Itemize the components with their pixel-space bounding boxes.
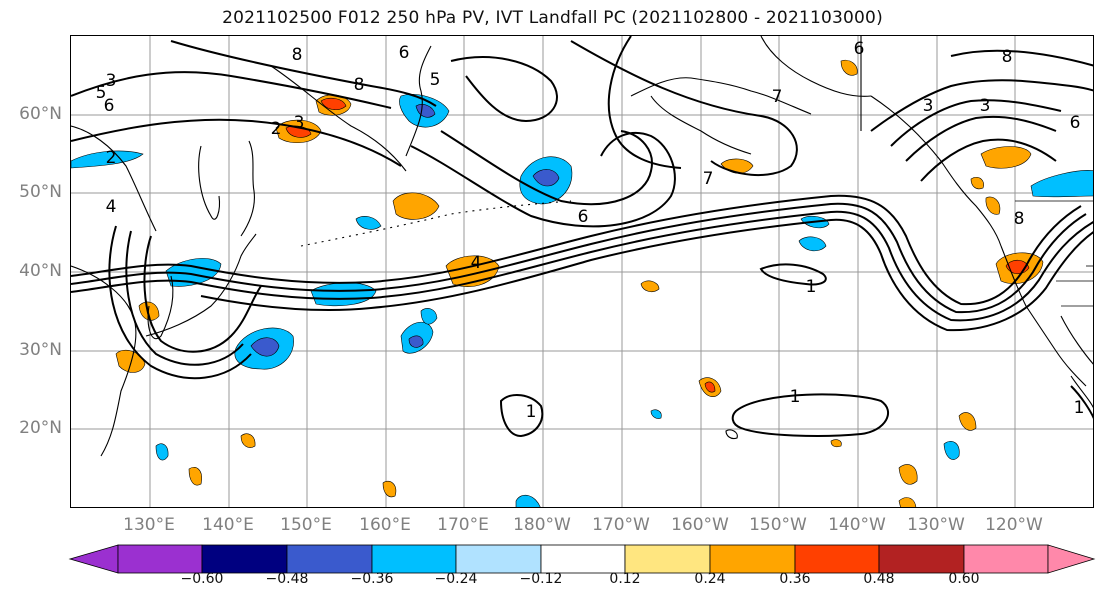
contour-label: 1 (790, 387, 801, 407)
lat-label-40n: 40°N (19, 261, 62, 281)
contour-label: 1 (1074, 398, 1085, 418)
colorbar-segment (371, 544, 457, 574)
colorbar-tick-label: 0.24 (694, 571, 726, 587)
contour-label: 3 (294, 113, 305, 133)
colorbar-tick-label: 0.48 (863, 571, 895, 587)
lon-label-150e: 150°E (280, 515, 332, 535)
colorbar-segment (878, 544, 965, 574)
lon-label-140e: 140°E (202, 515, 254, 535)
contour-label: 7 (772, 87, 783, 107)
lon-label-160w: 160°W (671, 515, 729, 535)
contour-label-group: 3 5 6 8 6 5 6 7 8 2 3 2 4 4 1 1 1 7 6 8 … (96, 39, 1085, 422)
contour-label: 6 (854, 39, 865, 59)
contour-label: 7 (703, 169, 714, 189)
lat-label-20n: 20°N (19, 418, 62, 438)
contour-label: 5 (96, 83, 107, 103)
map-title: 2021102500 F012 250 hPa PV, IVT Landfall… (222, 8, 883, 28)
contour-label: 3 (106, 71, 117, 91)
lon-label-150w: 150°W (749, 515, 807, 535)
colorbar-tick-label: −0.48 (265, 571, 309, 587)
graticule (71, 36, 1093, 507)
colorbar-high-extend (1047, 544, 1096, 574)
colorbar-tick-label: −0.24 (434, 571, 478, 587)
colorbar-segment (709, 544, 796, 574)
contour-label: 6 (104, 96, 115, 116)
lon-label-170e: 170°E (437, 515, 489, 535)
contour-label: 8 (1014, 209, 1025, 229)
colorbar-segment (117, 544, 203, 574)
colorbar-tick-label: −0.12 (519, 571, 563, 587)
contour-label: 8 (292, 45, 303, 65)
lon-label-130w: 130°W (907, 515, 965, 535)
colorbar-segment (624, 544, 711, 574)
colorbar-low-extend (68, 544, 119, 574)
contour-label: 3 (980, 96, 991, 116)
contour-label: 1 (806, 277, 817, 297)
lat-label-60n: 60°N (19, 104, 62, 124)
colorbar-segment (455, 544, 542, 574)
colorbar-segment (286, 544, 373, 574)
contour-label: 4 (471, 253, 482, 273)
lon-label-170w: 170°W (592, 515, 650, 535)
coastlines (71, 36, 1093, 457)
colorbar-tick-label: 0.36 (779, 571, 811, 587)
contour-label: 1 (526, 402, 537, 422)
pv-contours (71, 36, 1093, 438)
contour-label: 3 (923, 96, 934, 116)
contour-label: 2 (106, 148, 117, 168)
colorbar (68, 544, 1096, 574)
contour-label: 2 (271, 119, 282, 139)
lon-label-130e: 130°E (123, 515, 175, 535)
negative-anomaly-patches (71, 94, 1093, 507)
contour-label: 6 (578, 207, 589, 227)
colorbar-segment (794, 544, 880, 574)
contour-label: 8 (354, 75, 365, 95)
colorbar-tick-label: −0.36 (350, 571, 394, 587)
contour-label: 6 (399, 43, 410, 63)
map-canvas: 3 5 6 8 6 5 6 7 8 2 3 2 4 4 1 1 1 7 6 8 … (71, 36, 1093, 507)
colorbar-tick-label: 0.12 (609, 571, 641, 587)
colorbar-tick-label: 0.60 (948, 571, 980, 587)
colorbar-tick-label: −0.60 (180, 571, 224, 587)
lon-label-160e: 160°E (359, 515, 411, 535)
colorbar-segment (201, 544, 288, 574)
contour-label: 5 (430, 70, 441, 90)
lat-label-30n: 30°N (19, 340, 62, 360)
lon-label-120w: 120°W (985, 515, 1043, 535)
lat-label-50n: 50°N (19, 182, 62, 202)
contour-label: 4 (106, 197, 117, 217)
map-panel: 3 5 6 8 6 5 6 7 8 2 3 2 4 4 1 1 1 7 6 8 … (70, 35, 1094, 508)
lon-label-140w: 140°W (828, 515, 886, 535)
contour-label: 8 (1002, 47, 1013, 67)
colorbar-segment (540, 544, 626, 574)
contour-label: 6 (1070, 113, 1081, 133)
colorbar-segment (963, 544, 1049, 574)
lon-label-180w: 180°W (513, 515, 571, 535)
